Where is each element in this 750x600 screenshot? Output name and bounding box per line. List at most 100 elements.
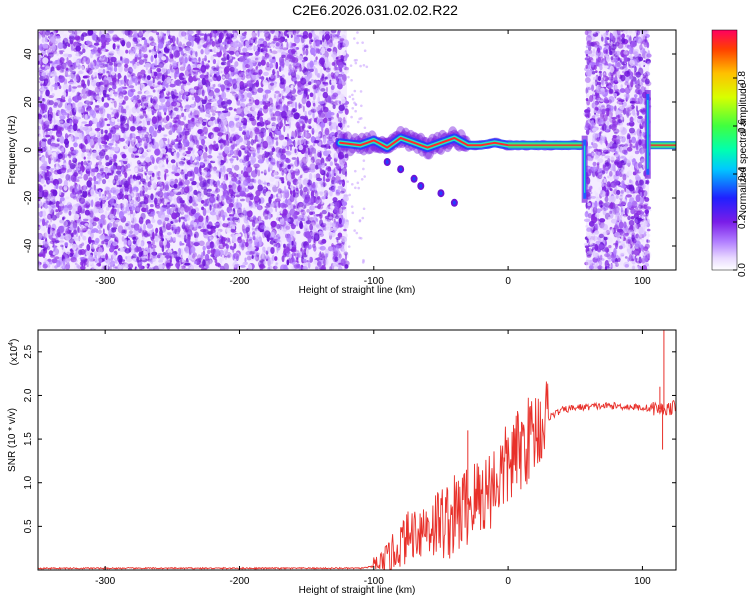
noise-speckle <box>325 156 329 162</box>
noise-speckle <box>113 100 117 108</box>
noise-speckle <box>118 105 124 113</box>
noise-speckle <box>197 45 202 49</box>
noise-speckle <box>162 252 167 256</box>
noise-speckle <box>67 30 74 34</box>
noise-speckle <box>75 179 80 182</box>
noise-speckle <box>222 165 226 174</box>
noise-speckle <box>228 106 233 111</box>
noise-speckle <box>176 37 179 45</box>
noise-speckle <box>265 156 269 163</box>
noise-speckle <box>340 188 346 194</box>
noise-speckle <box>136 160 141 165</box>
noise-speckle <box>81 43 85 49</box>
noise-speckle <box>136 246 142 252</box>
noise-speckle <box>129 161 133 167</box>
noise-speckle <box>337 185 344 190</box>
noise-speckle <box>222 222 229 228</box>
noise-speckle <box>255 57 259 61</box>
noise-speckle <box>161 67 166 73</box>
noise-speckle <box>165 222 172 231</box>
noise-speckle <box>192 59 198 63</box>
noise-speckle <box>258 69 263 75</box>
noise-speckle <box>278 42 284 50</box>
noise-speckle <box>198 57 201 63</box>
noise-speckle <box>305 98 311 102</box>
noise-speckle <box>140 162 146 166</box>
noise-speckle <box>284 38 288 43</box>
noise-speckle <box>213 92 219 98</box>
noise-speckle <box>183 84 187 90</box>
noise-speckle <box>38 242 42 247</box>
noise-speckle <box>50 217 53 223</box>
noise-speckle <box>81 235 85 240</box>
noise-speckle <box>147 228 152 235</box>
noise-speckle <box>59 57 65 64</box>
noise-speckle <box>204 47 211 55</box>
noise-speckle <box>122 108 127 115</box>
noise-speckle <box>329 221 332 227</box>
noise-speckle <box>90 233 95 238</box>
noise-speckle <box>315 56 318 61</box>
noise-speckle <box>116 111 119 118</box>
noise-speckle <box>229 116 236 122</box>
noise-speckle <box>283 246 290 254</box>
noise-speckle <box>227 153 232 157</box>
noise-speckle <box>204 113 211 118</box>
noise-speckle <box>99 169 105 173</box>
noise-speckle <box>38 133 42 141</box>
noise-speckle <box>279 190 285 194</box>
noise-speckle <box>250 126 257 134</box>
noise-speckle <box>339 38 345 42</box>
noise-speckle <box>207 154 213 159</box>
noise-speckle <box>298 102 301 110</box>
noise-speckle <box>137 83 141 92</box>
noise-speckle <box>238 46 242 51</box>
noise-speckle <box>236 96 239 102</box>
noise-speckle <box>286 218 291 223</box>
noise-speckle <box>147 44 150 48</box>
noise-speckle <box>328 34 333 37</box>
noise-speckle <box>101 265 106 270</box>
noise-speckle <box>144 114 148 119</box>
noise-speckle <box>271 254 275 262</box>
noise-speckle <box>64 133 69 140</box>
noise-speckle <box>186 185 190 192</box>
noise-speckle <box>80 215 84 220</box>
noise-speckle <box>305 140 310 145</box>
noise-speckle <box>69 119 73 126</box>
noise-speckle <box>140 178 146 183</box>
noise-speckle <box>243 91 248 100</box>
noise-speckle <box>183 168 188 173</box>
noise-speckle <box>286 255 290 259</box>
noise-speckle <box>38 153 41 157</box>
noise-speckle <box>213 83 216 88</box>
noise-speckle <box>189 191 194 195</box>
noise-speckle <box>308 42 314 47</box>
noise-speckle <box>310 79 315 84</box>
noise-speckle <box>207 44 212 49</box>
noise-speckle <box>257 169 261 177</box>
noise-speckle <box>231 195 235 204</box>
noise-speckle <box>235 264 240 268</box>
noise-speckle <box>43 126 49 130</box>
noise-speckle <box>202 207 207 216</box>
noise-speckle <box>220 62 225 66</box>
noise-speckle <box>293 234 297 240</box>
noise-speckle <box>263 71 269 76</box>
noise-speckle <box>146 168 149 173</box>
noise-speckle <box>293 131 296 140</box>
noise-speckle <box>178 217 181 223</box>
noise-speckle <box>147 263 151 267</box>
noise-speckle <box>325 86 328 93</box>
noise-speckle <box>269 48 272 53</box>
noise-speckle <box>103 93 106 98</box>
noise-speckle <box>328 231 333 236</box>
noise-speckle <box>133 116 137 121</box>
noise-speckle <box>306 208 310 213</box>
noise-speckle <box>149 203 154 208</box>
noise-speckle <box>59 30 64 36</box>
noise-speckle <box>226 81 230 85</box>
noise-speckle <box>133 252 137 259</box>
noise-speckle <box>277 188 282 194</box>
